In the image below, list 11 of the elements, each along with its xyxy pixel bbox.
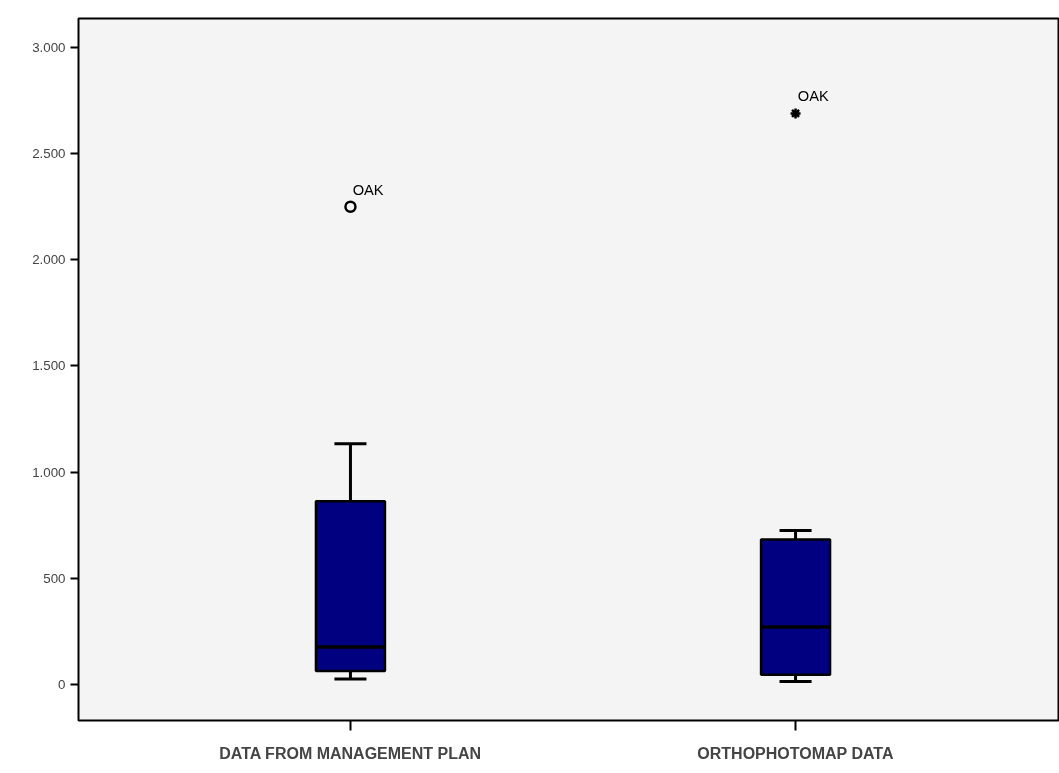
y-tick-label: 1.000 xyxy=(32,464,66,480)
y-tick-label: 0 xyxy=(58,676,66,692)
annotation: OAK xyxy=(352,181,384,198)
y-tick-label: 1.500 xyxy=(32,358,66,374)
y-tick-label: 2.000 xyxy=(32,252,66,268)
y-tick-label: 500 xyxy=(43,570,66,586)
y-tick-label: 2.500 xyxy=(32,146,66,162)
x-tick-label: ORTHOPHOTOMAP DATA xyxy=(697,744,894,762)
y-tick-label: 3.000 xyxy=(32,40,66,56)
annotation: OAK xyxy=(797,88,829,105)
x-tick-label: DATA FROM MANAGEMENT PLAN xyxy=(219,744,482,762)
